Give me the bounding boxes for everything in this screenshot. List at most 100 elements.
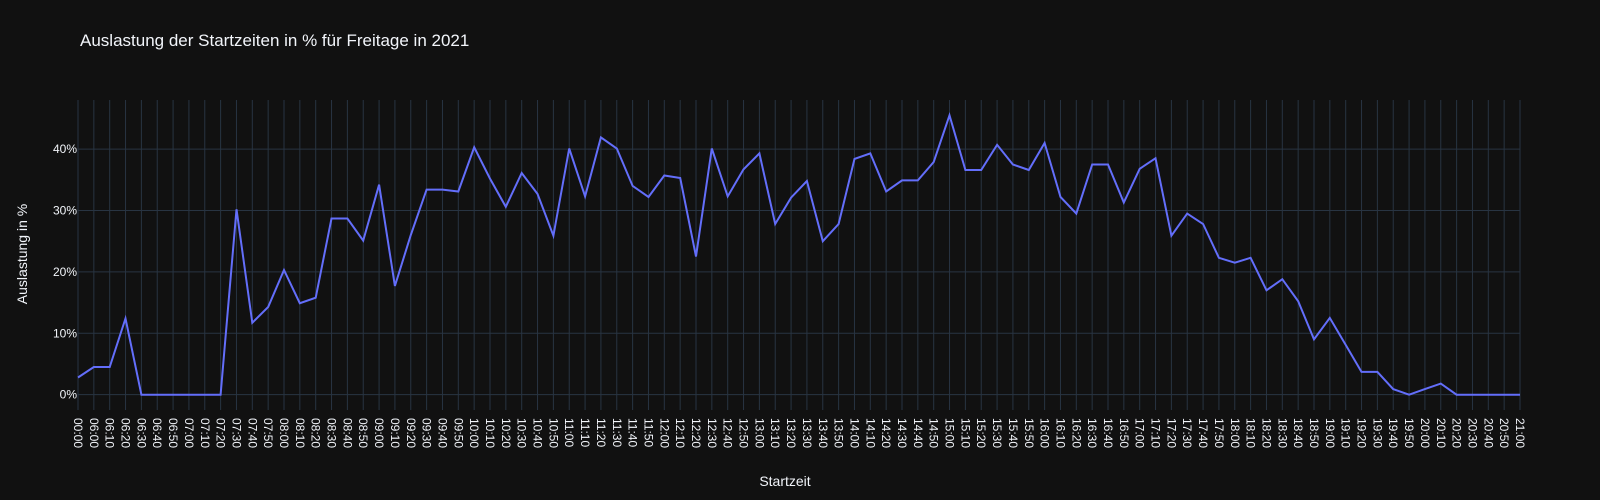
data-point	[1375, 370, 1379, 374]
x-tick-label: 06:10	[103, 418, 117, 448]
x-tick-label: 12:30	[705, 418, 719, 448]
data-point	[219, 393, 223, 397]
data-point	[726, 194, 730, 198]
x-tick-label: 18:20	[1259, 418, 1273, 448]
data-point	[1280, 277, 1284, 281]
data-point	[139, 393, 143, 397]
data-point	[108, 365, 112, 369]
x-tick-label: 07:40	[245, 418, 259, 448]
x-tick-label: 20:10	[1434, 418, 1448, 448]
data-point	[1169, 234, 1173, 238]
data-point	[203, 393, 207, 397]
x-tick-label: 13:40	[816, 418, 830, 448]
grid	[77, 100, 1521, 410]
data-point	[1312, 337, 1316, 341]
data-point	[1439, 382, 1443, 386]
data-point	[631, 184, 635, 188]
data-point	[314, 296, 318, 300]
data-point	[710, 146, 714, 150]
data-point	[963, 168, 967, 172]
data-point	[1423, 387, 1427, 391]
x-tick-label: 14:30	[895, 418, 909, 448]
x-tick-label: 17:30	[1180, 418, 1194, 448]
data-point	[330, 216, 334, 220]
x-tick-label: 20:40	[1481, 418, 1495, 448]
x-tick-label: 06:30	[134, 418, 148, 448]
data-point	[1201, 222, 1205, 226]
data-point	[488, 177, 492, 181]
x-tick-label: 14:20	[879, 418, 893, 448]
data-point	[440, 188, 444, 192]
data-point	[1249, 256, 1253, 260]
x-tick-label: 15:00	[943, 418, 957, 448]
x-tick-label: 10:20	[499, 418, 513, 448]
data-point	[1106, 162, 1110, 166]
data-point	[536, 192, 540, 196]
x-tick-label: 16:40	[1101, 418, 1115, 448]
x-tick-label: 16:50	[1117, 418, 1131, 448]
x-tick-label: 08:40	[340, 418, 354, 448]
x-tick-label: 17:40	[1196, 418, 1210, 448]
data-point	[1455, 393, 1459, 397]
x-tick-label: 16:00	[1038, 418, 1052, 448]
data-point	[472, 145, 476, 149]
data-point	[551, 234, 555, 238]
data-point	[504, 205, 508, 209]
x-tick-label: 07:50	[261, 418, 275, 448]
y-axis-title: Auslastung in %	[14, 204, 30, 304]
x-tick-label: 13:00	[752, 418, 766, 448]
x-tick-label: 19:30	[1370, 418, 1384, 448]
data-point	[520, 171, 524, 175]
data-point	[1502, 393, 1506, 397]
data-point	[456, 189, 460, 193]
x-tick-label: 09:30	[420, 418, 434, 448]
x-tick-label: 14:00	[847, 418, 861, 448]
y-tick-label: 20%	[53, 265, 77, 279]
x-tick-label: 20:30	[1465, 418, 1479, 448]
data-point	[1154, 156, 1158, 160]
data-point	[393, 284, 397, 288]
data-point	[1138, 167, 1142, 171]
x-tick-label: 08:00	[277, 418, 291, 448]
x-tick-label: 10:10	[483, 418, 497, 448]
x-tick-label: 12:00	[657, 418, 671, 448]
x-tick-label: 13:20	[784, 418, 798, 448]
x-tick-label: 17:20	[1164, 418, 1178, 448]
x-tick-label: 14:10	[863, 418, 877, 448]
data-point	[266, 305, 270, 309]
data-point	[757, 151, 761, 155]
x-tick-label: 16:20	[1069, 418, 1083, 448]
data-point	[1233, 261, 1237, 265]
data-point	[1391, 387, 1395, 391]
x-tick-label: 18:30	[1275, 418, 1289, 448]
x-tick-label: 06:50	[166, 418, 180, 448]
data-point	[250, 321, 254, 325]
data-points	[76, 113, 1522, 396]
x-tick-label: 18:10	[1244, 418, 1258, 448]
data-point	[298, 301, 302, 305]
x-tick-label: 09:20	[404, 418, 418, 448]
data-point	[567, 146, 571, 150]
data-point	[1217, 256, 1221, 260]
data-point	[1043, 141, 1047, 145]
data-point	[599, 135, 603, 139]
x-tick-label: 13:50	[832, 418, 846, 448]
x-tick-label: 08:10	[293, 418, 307, 448]
x-tick-label: 12:10	[673, 418, 687, 448]
x-tick-label: 09:00	[372, 418, 386, 448]
x-tick-label: 17:50	[1212, 418, 1226, 448]
data-point	[646, 195, 650, 199]
x-tick-label: 08:50	[356, 418, 370, 448]
x-tick-label: 11:50	[641, 418, 655, 447]
data-point	[124, 317, 128, 321]
x-tick-label: 18:00	[1228, 418, 1242, 448]
data-point	[234, 207, 238, 211]
data-point	[1122, 201, 1126, 205]
data-point	[171, 393, 175, 397]
data-point	[76, 375, 80, 379]
x-tick-label: 12:40	[721, 418, 735, 448]
data-point	[948, 113, 952, 117]
x-tick-label: 12:20	[689, 418, 703, 448]
x-tick-label: 09:10	[388, 418, 402, 448]
